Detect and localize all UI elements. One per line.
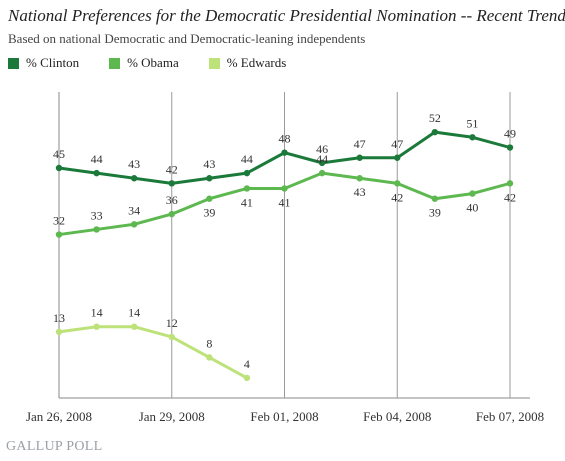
data-point xyxy=(243,169,251,177)
data-label: 41 xyxy=(241,195,253,209)
data-point xyxy=(130,175,138,182)
data-label: 42 xyxy=(166,162,178,176)
legend-item-obama: % Obama xyxy=(109,55,179,71)
data-label: 43 xyxy=(128,157,140,171)
legend-swatch-edwards xyxy=(208,57,220,69)
data-point xyxy=(281,149,288,156)
data-point xyxy=(168,180,175,187)
data-label: 33 xyxy=(91,208,103,222)
data-label: 14 xyxy=(91,306,103,320)
data-point xyxy=(469,134,476,141)
legend-item-edwards: % Edwards xyxy=(208,55,287,71)
x-tick-label: Feb 01, 2008 xyxy=(250,409,318,424)
data-label: 42 xyxy=(504,190,516,204)
data-label: 36 xyxy=(166,193,178,207)
data-point xyxy=(168,333,175,341)
data-point xyxy=(55,328,63,336)
data-point xyxy=(93,226,100,233)
legend-label-obama: % Obama xyxy=(127,55,179,70)
data-point xyxy=(168,210,175,218)
data-point xyxy=(93,323,100,330)
series-line-2 xyxy=(57,325,249,380)
data-label: 47 xyxy=(354,137,366,151)
data-point xyxy=(469,190,476,197)
data-point xyxy=(206,195,213,202)
data-label: 14 xyxy=(128,306,140,320)
data-point xyxy=(394,154,401,161)
data-point xyxy=(243,185,251,192)
data-label: 52 xyxy=(429,111,441,125)
data-label: 51 xyxy=(466,116,478,130)
data-point xyxy=(431,195,439,202)
data-label: 39 xyxy=(203,206,215,220)
data-label: 42 xyxy=(391,190,403,204)
legend-label-edwards: % Edwards xyxy=(226,55,287,70)
legend-item-clinton: % Clinton xyxy=(8,55,79,71)
data-label: 34 xyxy=(128,203,140,217)
data-label: 40 xyxy=(466,201,478,215)
data-label: 43 xyxy=(203,157,215,171)
data-label: 32 xyxy=(53,214,65,228)
data-point xyxy=(318,169,326,177)
data-point xyxy=(130,221,138,228)
gallup-poll-logo: GALLUP POLL xyxy=(6,439,103,454)
data-point xyxy=(55,231,63,238)
data-point xyxy=(318,159,326,167)
data-label: 47 xyxy=(391,137,403,151)
legend-label-clinton: % Clinton xyxy=(26,55,80,70)
legend-swatch-obama xyxy=(109,57,121,69)
data-label: 43 xyxy=(354,185,366,199)
legend-swatch-clinton xyxy=(8,57,19,69)
data-label: 8 xyxy=(206,336,212,350)
data-point xyxy=(206,354,213,361)
data-label: 45 xyxy=(53,147,65,161)
x-tick-label: Feb 07, 2008 xyxy=(476,409,544,424)
data-point xyxy=(206,175,213,182)
x-tick-label: Jan 26, 2008 xyxy=(26,409,92,424)
chart-subtitle: Based on national Democratic and Democra… xyxy=(8,31,366,46)
data-label: 48 xyxy=(279,132,291,146)
x-tick-label: Feb 04, 2008 xyxy=(363,409,431,424)
data-point xyxy=(55,164,63,172)
legend: % Clinton % Obama % Edwards xyxy=(8,55,316,71)
x-tick-label: Jan 29, 2008 xyxy=(139,409,205,424)
data-point xyxy=(93,169,100,177)
data-point xyxy=(356,154,363,161)
data-label: 39 xyxy=(429,206,441,220)
data-label: 44 xyxy=(91,152,103,166)
data-point xyxy=(281,185,288,192)
data-point xyxy=(356,175,363,182)
data-label: 41 xyxy=(279,195,291,209)
data-label: 12 xyxy=(166,316,178,330)
data-point xyxy=(506,144,514,151)
data-point xyxy=(506,180,514,187)
data-label: 49 xyxy=(504,127,516,141)
data-label: 44 xyxy=(241,152,253,166)
data-label: 13 xyxy=(53,311,65,325)
data-label: 46 xyxy=(316,142,328,156)
data-point xyxy=(431,128,439,136)
chart-title: National Preferences for the Democratic … xyxy=(8,6,565,25)
data-label: 44 xyxy=(316,152,328,166)
data-label: 4 xyxy=(244,357,250,371)
data-point xyxy=(394,180,401,187)
data-point xyxy=(130,323,138,330)
data-point xyxy=(243,374,251,382)
